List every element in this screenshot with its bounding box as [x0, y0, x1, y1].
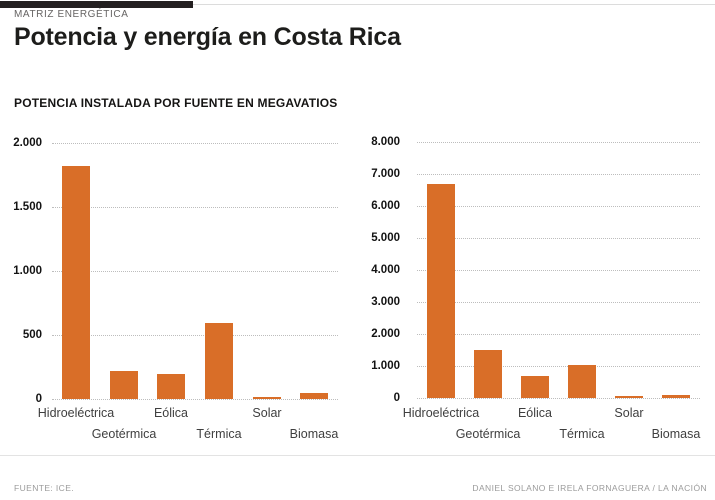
bar-hidroelectrica: [62, 166, 90, 399]
bar-geotermica: [474, 350, 502, 398]
y-axis-tick-label: 1.000: [371, 359, 400, 372]
bar-termica: [568, 365, 596, 398]
bar-solar: [253, 397, 281, 399]
bar-eolica: [157, 374, 185, 399]
gridline: [52, 271, 338, 272]
bar-geotermica: [110, 371, 138, 399]
bar-chart-installed-capacity-left: 0 500 1.000 1.500 2.000 Hidroeléctrica Geotérm…: [0, 135, 356, 445]
gridline: [52, 143, 338, 144]
y-axis-tick-label: 6.000: [371, 199, 400, 212]
y-axis-tick-label: 4.000: [371, 263, 400, 276]
x-axis-category-label-hidroelectrica: Hidroeléctrica: [402, 406, 480, 420]
x-axis-category-label-termica: Térmica: [196, 427, 242, 441]
top-rule-line: [0, 4, 715, 5]
bar-termica: [205, 323, 233, 399]
bar-solar: [615, 396, 643, 398]
bar-chart-installed-capacity-right: 0 1.000 2.000 3.000 4.000 5.000 6.000 7.000 8.00…: [355, 135, 715, 445]
gridline: [417, 398, 700, 399]
x-axis-category-label-solar: Solar: [614, 406, 644, 420]
source-credit: FUENTE: ICE.: [14, 483, 75, 493]
x-axis-category-label-geotermica: Geotérmica: [455, 427, 521, 441]
x-axis-category-label-termica: Térmica: [559, 427, 605, 441]
chart-subtitle: POTENCIA INSTALADA POR FUENTE EN MEGAVAT…: [14, 96, 338, 110]
y-axis-tick-label: 2.000: [13, 136, 42, 149]
gridline: [52, 399, 338, 400]
bar-hidroelectrica: [427, 184, 455, 398]
gridline: [417, 334, 700, 335]
gridline: [417, 366, 700, 367]
y-axis-tick-label: 3.000: [371, 295, 400, 308]
kicker: MATRIZ ENERGÉTICA: [14, 9, 129, 20]
x-axis-category-label-biomasa: Biomasa: [289, 427, 339, 441]
y-axis-tick-label: 500: [22, 328, 42, 341]
y-axis-tick-label: 7.000: [371, 167, 400, 180]
gridline: [417, 302, 700, 303]
page-title: Potencia y energía en Costa Rica: [14, 23, 401, 51]
x-axis-category-label-biomasa: Biomasa: [651, 427, 701, 441]
author-credit: DANIEL SOLANO E IRELA FORNAGUERA / LA NA…: [472, 483, 707, 493]
y-axis-tick-label: 2.000: [371, 327, 400, 340]
y-axis-tick-label: 0: [393, 391, 400, 404]
gridline: [417, 142, 700, 143]
y-axis-tick-label: 1.000: [13, 264, 42, 277]
footer-divider: [0, 455, 715, 456]
x-axis-category-label-solar: Solar: [252, 406, 282, 420]
gridline: [417, 206, 700, 207]
gridline: [417, 270, 700, 271]
y-axis-tick-label: 0: [35, 392, 42, 405]
gridline: [417, 238, 700, 239]
top-black-bar: [0, 1, 193, 8]
bar-biomasa: [300, 393, 328, 399]
bar-biomasa: [662, 395, 690, 398]
gridline: [417, 174, 700, 175]
x-axis-category-label-geotermica: Geotérmica: [91, 427, 157, 441]
y-axis-tick-label: 5.000: [371, 231, 400, 244]
bar-eolica: [521, 376, 549, 398]
x-axis-category-label-eolica: Eólica: [517, 406, 553, 420]
gridline: [52, 207, 338, 208]
y-axis-tick-label: 1.500: [13, 200, 42, 213]
gridline: [52, 335, 338, 336]
y-axis-tick-label: 8.000: [371, 135, 400, 148]
x-axis-category-label-hidroelectrica: Hidroeléctrica: [37, 406, 115, 420]
x-axis-category-label-eolica: Eólica: [153, 406, 189, 420]
